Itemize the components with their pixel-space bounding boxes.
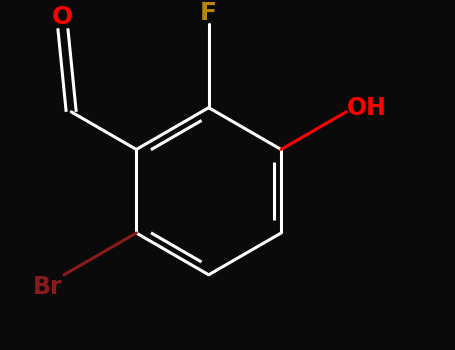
Text: F: F	[200, 1, 217, 25]
Text: O: O	[52, 5, 73, 29]
Text: Br: Br	[32, 275, 62, 299]
Text: OH: OH	[347, 96, 387, 120]
